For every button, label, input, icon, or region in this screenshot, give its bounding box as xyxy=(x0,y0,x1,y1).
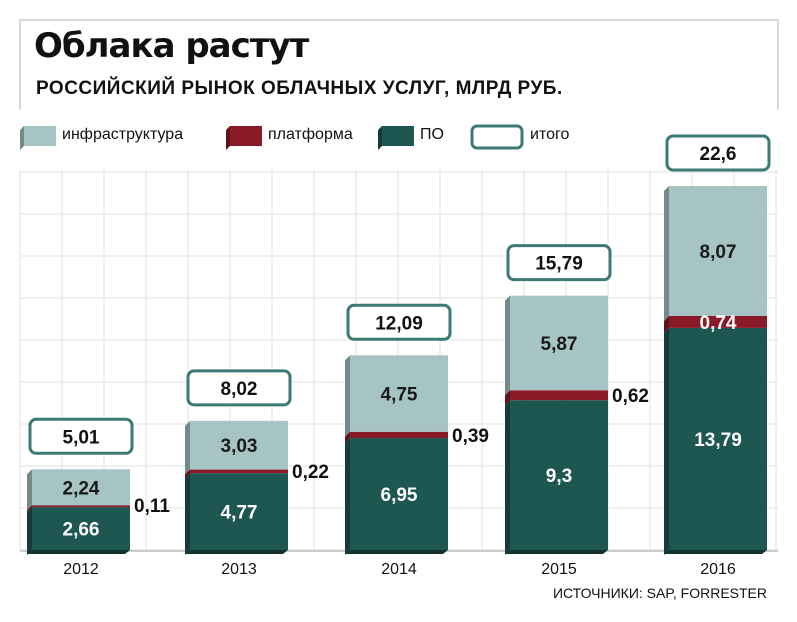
bar-software-2013 xyxy=(190,473,288,550)
total-label-2013: 8,02 xyxy=(221,379,258,400)
legend-label-software: ПО xyxy=(420,126,444,143)
total-label-2015: 15,79 xyxy=(535,254,583,275)
bar-side-infra-2014 xyxy=(345,355,350,437)
bar-infra-2014 xyxy=(350,355,448,432)
label-platform-2013: 0,22 xyxy=(292,462,329,483)
bar-infra-2015 xyxy=(510,295,608,391)
label-platform-2012: 0,11 xyxy=(134,496,170,517)
bar-side-infra-2015 xyxy=(505,295,510,396)
bar-side-infra-2016 xyxy=(664,186,669,321)
legend-label-total: итого xyxy=(530,126,570,143)
total-box-2012 xyxy=(28,417,134,455)
bar-side-software-2016 xyxy=(664,327,669,555)
bar-side-platform-2015 xyxy=(505,390,510,406)
bar-software-2014 xyxy=(350,438,448,550)
legend-swatch-platform xyxy=(230,126,262,146)
legend-label-infra: инфраструктура xyxy=(62,126,184,143)
x-tick-label-2016: 2016 xyxy=(700,561,736,578)
total-box-2013 xyxy=(186,369,292,407)
bar-infra-2012 xyxy=(32,469,130,506)
total-box-2015 xyxy=(506,244,612,282)
label-software-2016: 13,79 xyxy=(694,430,742,451)
legend-swatch-software-side xyxy=(378,126,382,150)
bar-side-infra-2013 xyxy=(185,420,190,475)
legend-swatch-software xyxy=(382,126,414,146)
label-software-2012: 2,66 xyxy=(63,520,100,541)
legend-swatch-infra-side xyxy=(20,126,24,150)
bar-platform-2015 xyxy=(510,390,608,401)
bar-side-software-2014 xyxy=(345,438,350,555)
bar-infra-2016 xyxy=(669,186,767,316)
bar-side-infra-2012 xyxy=(27,469,32,511)
bar-base-2016 xyxy=(664,550,767,554)
bar-side-software-2013 xyxy=(185,473,190,555)
x-tick-label-2013: 2013 xyxy=(221,561,257,578)
legend-swatch-infra xyxy=(24,126,56,146)
x-tick-label-2014: 2014 xyxy=(381,561,417,578)
bar-side-platform-2014 xyxy=(345,431,350,444)
label-software-2013: 4,77 xyxy=(221,503,258,524)
label-software-2015: 9,3 xyxy=(546,466,572,487)
bar-side-platform-2013 xyxy=(185,469,190,479)
bar-side-software-2015 xyxy=(505,400,510,555)
chart-subtitle: РОССИЙСКИЙ РЫНОК ОБЛАЧНЫХ УСЛУГ, МЛРД РУ… xyxy=(36,78,563,99)
total-box-2016 xyxy=(665,134,771,172)
label-platform-2016: 0,74 xyxy=(700,313,737,334)
label-platform-2014: 0,39 xyxy=(452,426,489,447)
header-frame xyxy=(19,19,779,110)
label-infra-2016: 8,07 xyxy=(700,242,737,263)
label-infra-2012: 2,24 xyxy=(63,478,100,499)
bar-base-2014 xyxy=(345,550,448,554)
bar-side-software-2012 xyxy=(27,507,32,555)
bar-software-2012 xyxy=(32,507,130,550)
label-software-2014: 6,95 xyxy=(381,485,418,506)
bar-platform-2016 xyxy=(669,315,767,328)
legend-swatch-total xyxy=(470,124,524,150)
label-infra-2015: 5,87 xyxy=(541,334,578,355)
bar-base-2012 xyxy=(27,550,130,554)
total-label-2014: 12,09 xyxy=(375,313,423,334)
total-label-2016: 22,6 xyxy=(700,144,737,165)
bar-platform-2013 xyxy=(190,469,288,474)
label-infra-2014: 4,75 xyxy=(381,385,418,406)
label-platform-2015: 0,62 xyxy=(612,386,649,407)
bar-side-platform-2016 xyxy=(664,315,669,333)
legend-label-platform: платформа xyxy=(268,126,353,143)
x-tick-label-2012: 2012 xyxy=(63,561,99,578)
source-note: ИСТОЧНИКИ: SAP, FORRESTER xyxy=(552,585,767,601)
bar-infra-2013 xyxy=(190,420,288,470)
bar-software-2016 xyxy=(669,327,767,550)
bar-base-2015 xyxy=(505,550,608,554)
bar-base-2013 xyxy=(185,550,288,554)
legend-swatch-platform-side xyxy=(226,126,230,150)
x-tick-label-2015: 2015 xyxy=(541,561,577,578)
bar-platform-2014 xyxy=(350,431,448,439)
label-infra-2013: 3,03 xyxy=(221,436,258,457)
total-box-2014 xyxy=(346,303,452,341)
chart-title: Облака растут xyxy=(34,26,309,66)
total-label-2012: 5,01 xyxy=(63,427,100,448)
bar-software-2015 xyxy=(510,400,608,550)
